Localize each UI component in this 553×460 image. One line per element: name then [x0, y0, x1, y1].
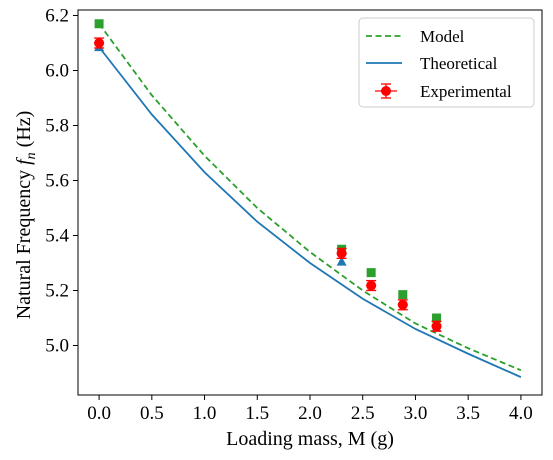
- plot-layer: [94, 19, 522, 378]
- y-tick-label: 5.4: [45, 226, 69, 247]
- y-tick-label: 5.2: [45, 281, 69, 302]
- y-tick-label: 6.2: [45, 6, 69, 27]
- y-axis-label-symbol: f: [13, 157, 35, 165]
- legend-box: [358, 17, 535, 108]
- series-point-experimental: [397, 299, 408, 310]
- y-tick-label: 6.0: [45, 61, 69, 82]
- x-tick-label: 3.5: [456, 403, 480, 424]
- ticks-layer: 0.0 0.5 1.0 1.5 2.0 2.5 3.0 3.5 4.0 5.0 5.2 5.4 5.6 5…: [45, 6, 533, 425]
- legend-swatch-experimental: [381, 86, 391, 96]
- y-axis-label: Natural Frequency fn (Hz): [13, 111, 39, 320]
- series-point-experimental: [94, 38, 105, 48]
- series-point-experimental: [336, 248, 347, 259]
- y-axis-label-main: Natural Frequency: [13, 165, 35, 319]
- series-point-theoretical: [336, 256, 347, 266]
- x-tick-label: 0.0: [87, 403, 111, 424]
- x-tick-label: 0.5: [140, 403, 164, 424]
- x-tick-label: 1.5: [245, 403, 269, 424]
- series-point-model: [366, 268, 376, 278]
- x-tick-label: 2.5: [351, 403, 375, 424]
- series-line-theoretical: [98, 46, 522, 378]
- x-tick-label: 2.0: [298, 403, 322, 424]
- series-line-model: [98, 23, 522, 372]
- x-tick-label: 3.0: [404, 403, 428, 424]
- y-tick-label: 5.6: [45, 171, 69, 192]
- legend-label-theoretical: Theoretical: [420, 54, 498, 73]
- series-point-experimental: [366, 280, 377, 291]
- legend-label-model: Model: [420, 27, 465, 46]
- y-axis-label-unit: (Hz): [13, 111, 35, 153]
- series-point-model: [398, 290, 408, 300]
- y-tick-label: 5.8: [45, 116, 69, 137]
- series-point-experimental: [431, 321, 442, 332]
- x-axis-label: Loading mass, M (g): [226, 428, 394, 450]
- legend-label-experimental: Experimental: [420, 82, 512, 101]
- series-point-model: [432, 313, 442, 323]
- series-point-model: [94, 19, 104, 29]
- legend-items: Model Theoretical Experimental: [366, 27, 512, 101]
- legend: Model Theoretical Experimental: [358, 17, 535, 108]
- x-tick-label: 1.0: [193, 403, 217, 424]
- x-tick-label: 4.0: [509, 403, 533, 424]
- y-tick-label: 5.0: [45, 336, 69, 357]
- y-axis-label-subscript: n: [24, 152, 39, 159]
